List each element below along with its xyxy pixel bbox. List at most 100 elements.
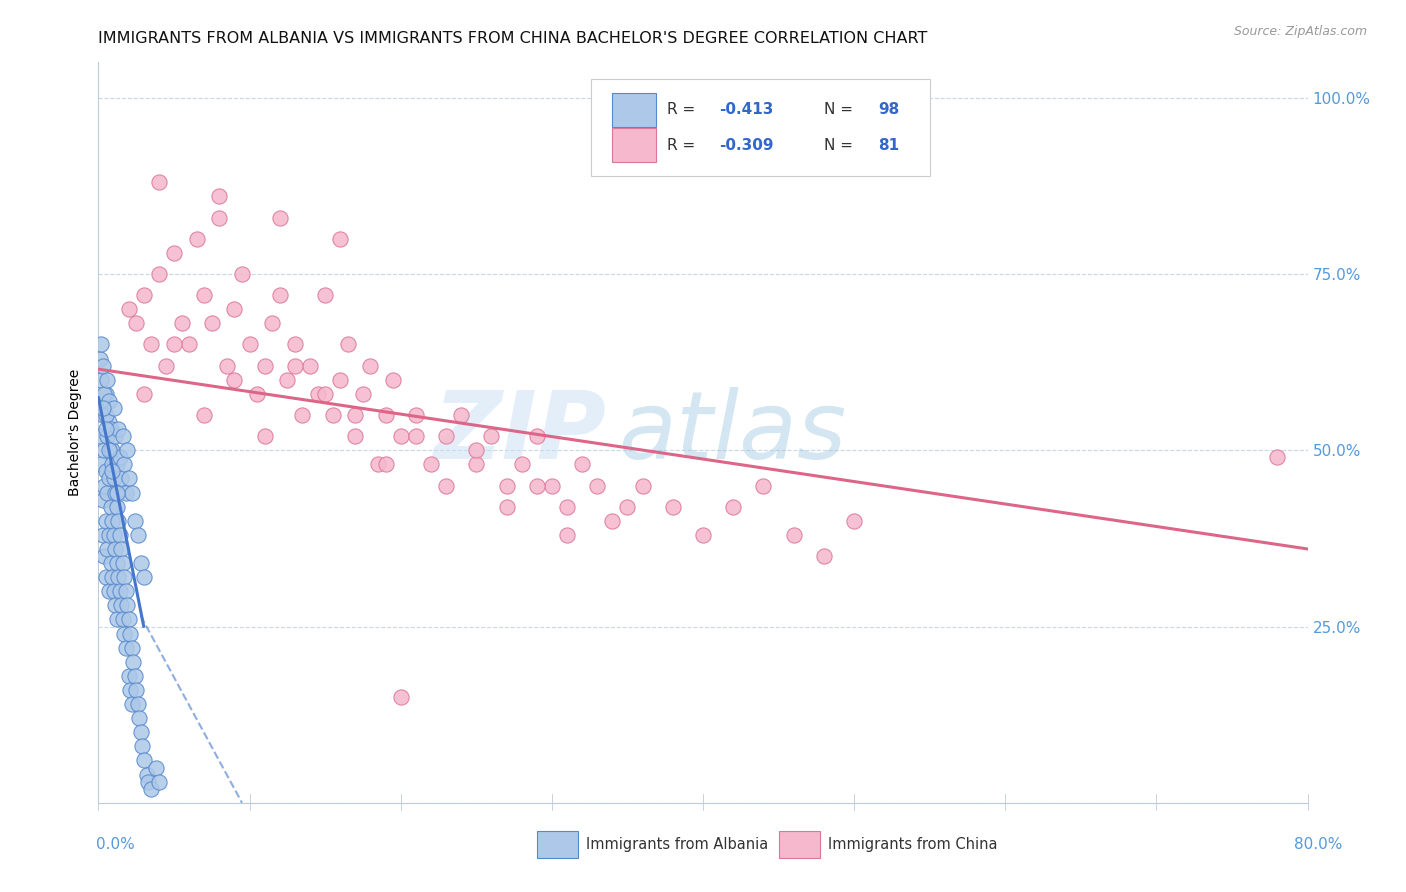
Point [108,450,131,465]
Text: atlas: atlas [619,387,846,478]
Text: IMMIGRANTS FROM ALBANIA VS IMMIGRANTS FROM CHINA BACHELOR'S DEGREE CORRELATION C: IMMIGRANTS FROM ALBANIA VS IMMIGRANTS FR… [98,31,928,46]
Point [125,683,148,698]
Point [132,288,155,302]
Point [124,514,146,528]
Point [141,337,163,351]
Point [389,429,412,443]
Point [420,458,443,472]
Point [114,640,136,655]
Point [813,549,835,563]
Point [405,429,427,443]
Point [93,478,115,492]
Point [752,478,775,492]
Point [90,337,112,351]
Point [103,471,125,485]
Point [631,478,654,492]
Point [131,739,153,754]
Point [93,443,115,458]
Point [107,422,129,436]
Point [465,458,488,472]
Point [107,570,129,584]
Point [118,669,141,683]
Point [136,774,159,789]
Point [299,359,322,373]
Text: N =: N = [824,138,858,153]
Point [98,443,121,458]
Point [148,175,170,189]
Point [118,612,141,626]
Point [314,387,336,401]
Point [329,232,352,246]
Point [540,478,562,492]
Point [344,429,367,443]
Point [586,478,609,492]
FancyBboxPatch shape [779,831,820,857]
Point [122,655,145,669]
Point [352,387,374,401]
Point [89,393,111,408]
Point [121,485,143,500]
Point [127,528,149,542]
Point [108,528,131,542]
Point [104,541,127,556]
Point [96,541,118,556]
Point [98,393,121,408]
Point [163,245,186,260]
Point [112,570,135,584]
Point [389,690,412,704]
Point [135,767,157,781]
Point [121,697,143,711]
FancyBboxPatch shape [613,128,655,162]
Point [239,337,262,351]
Point [193,408,215,422]
Point [91,408,114,422]
Point [405,408,427,422]
Point [1267,450,1289,465]
Point [526,429,548,443]
Point [224,373,246,387]
Point [89,351,111,366]
Point [170,316,193,330]
Point [253,359,276,373]
Point [224,302,246,317]
Point [481,429,503,443]
Point [110,471,132,485]
Point [89,429,111,443]
Point [129,556,152,570]
Point [104,429,127,443]
Point [141,781,163,796]
Point [108,584,131,599]
Point [495,500,517,514]
Point [129,725,152,739]
Point [269,288,291,302]
Point [103,528,125,542]
Y-axis label: Bachelor's Degree: Bachelor's Degree [69,369,83,496]
Point [336,337,359,351]
Point [105,458,128,472]
Point [382,373,405,387]
Point [100,422,122,436]
Text: Immigrants from China: Immigrants from China [828,837,997,852]
Point [193,288,215,302]
Point [367,458,389,472]
Point [555,528,578,542]
Point [118,471,141,485]
Point [571,458,593,472]
Point [101,458,124,472]
Point [94,464,117,478]
FancyBboxPatch shape [537,831,578,857]
Point [93,549,115,563]
Point [148,267,170,281]
Point [91,359,114,373]
Point [105,556,128,570]
Point [276,373,298,387]
Point [94,422,117,436]
Text: -0.309: -0.309 [718,138,773,153]
Point [120,626,142,640]
Point [307,387,329,401]
Point [115,599,138,613]
Point [100,556,122,570]
FancyBboxPatch shape [591,78,931,176]
Point [120,683,142,698]
Point [107,514,129,528]
